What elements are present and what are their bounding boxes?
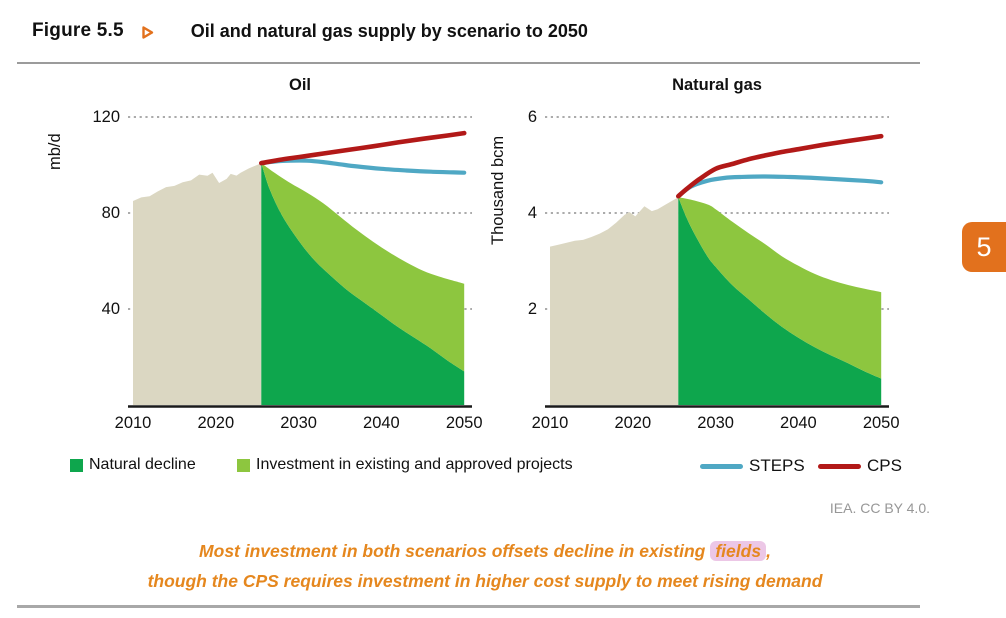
x-tick-label: 2030	[697, 414, 734, 432]
figure-label: Figure 5.5	[32, 20, 124, 41]
oil-plot-area	[128, 116, 472, 408]
legend-label: CPS	[867, 456, 902, 475]
cps-line-swatch	[818, 463, 861, 469]
legend: Natural decline Investment in existing a…	[0, 456, 1006, 480]
caption-text: Most investment in both scenarios offset…	[199, 541, 706, 561]
steps-line-swatch	[700, 463, 743, 469]
natural-gas-chart: Natural gas Thousand bcm 2 4 6 2010 2020 2030…	[417, 75, 900, 440]
chapter-tab: 5	[962, 222, 1006, 272]
caption-text: ,	[766, 541, 771, 561]
header-divider	[17, 62, 920, 64]
x-tick-label: 2010	[531, 414, 569, 432]
natural-decline-swatch	[70, 458, 83, 472]
bottom-divider	[17, 605, 920, 608]
triangle-right-icon	[142, 25, 153, 39]
legend-item-investment: Investment in existing and approved proj…	[237, 456, 573, 474]
x-tick-label: 2040	[780, 414, 817, 432]
x-tick-label: 2020	[614, 414, 652, 432]
oil-chart-title: Oil	[288, 76, 311, 94]
x-tick-label: 2020	[197, 414, 235, 432]
x-tick-label: 2010	[114, 414, 152, 432]
caption-line-1: Most investment in both scenarios offset…	[10, 536, 960, 566]
oil-y-axis-label: mb/d	[46, 133, 64, 170]
legend-label: STEPS	[749, 456, 805, 475]
x-tick-label: 2030	[280, 414, 317, 432]
x-tick-label: 2040	[363, 414, 400, 432]
natural-gas-chart-title: Natural gas	[672, 76, 762, 94]
natural-gas-y-axis-label: Thousand bcm	[489, 135, 507, 245]
y-tick-label: 2	[527, 300, 537, 318]
y-tick-label: 4	[527, 204, 537, 222]
y-tick-label: 6	[527, 108, 537, 126]
highlighted-word: fields	[710, 541, 767, 561]
y-tick-label: 80	[101, 204, 120, 222]
legend-item-natural-decline: Natural decline	[70, 456, 196, 474]
figure-title: Oil and natural gas supply by scenario t…	[190, 20, 588, 41]
legend-label: Investment in existing and approved proj…	[256, 456, 573, 473]
y-tick-label: 40	[101, 300, 120, 318]
investment-swatch	[237, 458, 250, 472]
natural-gas-plot-area	[545, 116, 889, 408]
legend-item-cps: CPS	[818, 456, 902, 476]
x-tick-label: 2050	[445, 414, 483, 432]
figure-header: Figure 5.5 Oil and natural gas supply by…	[32, 20, 588, 42]
caption: Most investment in both scenarios offset…	[10, 536, 960, 596]
y-tick-label: 120	[92, 108, 120, 126]
attribution: IEA. CC BY 4.0.	[829, 500, 930, 516]
legend-item-steps: STEPS	[700, 456, 805, 476]
oil-chart: Oil mb/d 40 80 120 2010 2020 2030 2040 2050	[0, 75, 483, 440]
caption-line-2: though the CPS requires investment in hi…	[147, 571, 823, 591]
legend-label: Natural decline	[89, 456, 196, 473]
x-tick-label: 2050	[862, 414, 900, 432]
